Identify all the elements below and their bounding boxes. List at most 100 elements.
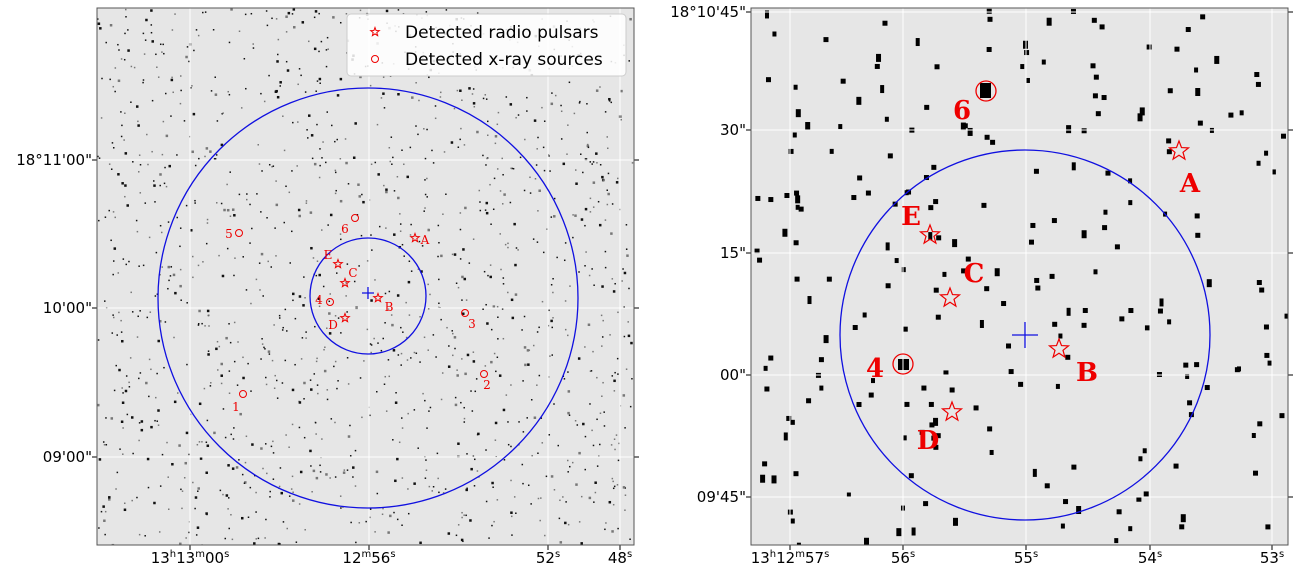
noise-pixel [275, 180, 277, 182]
noise-pixel [604, 425, 606, 427]
noise-pixel [485, 449, 487, 451]
noise-pixel [507, 421, 509, 423]
noise-pixel [1207, 279, 1212, 287]
noise-pixel [402, 427, 404, 429]
noise-pixel [155, 295, 157, 297]
noise-pixel [210, 385, 212, 387]
noise-pixel [482, 155, 484, 157]
noise-pixel [1066, 125, 1071, 133]
noise-pixel [327, 224, 329, 226]
noise-pixel [207, 353, 210, 356]
noise-pixel [473, 238, 475, 240]
pulsar-label: C [964, 259, 985, 289]
noise-pixel [512, 317, 515, 320]
noise-pixel [208, 350, 210, 352]
noise-pixel [438, 242, 440, 244]
noise-pixel [1147, 45, 1152, 50]
noise-pixel [197, 444, 199, 446]
noise-pixel [513, 168, 515, 170]
noise-pixel [121, 125, 123, 127]
noise-pixel [118, 80, 121, 83]
noise-pixel [604, 529, 606, 531]
noise-pixel [340, 507, 342, 509]
noise-pixel [414, 352, 416, 354]
noise-pixel [401, 417, 403, 419]
noise-pixel [310, 211, 313, 214]
noise-pixel [385, 191, 388, 194]
noise-pixel [292, 389, 295, 392]
noise-pixel [553, 403, 555, 405]
noise-pixel [414, 409, 416, 411]
noise-pixel [531, 399, 533, 401]
noise-pixel [409, 314, 411, 316]
noise-pixel [620, 119, 622, 121]
noise-pixel [383, 76, 385, 78]
noise-pixel [423, 128, 425, 130]
noise-pixel [468, 87, 471, 90]
noise-pixel [184, 477, 186, 479]
noise-pixel [206, 514, 208, 516]
noise-pixel [163, 121, 165, 123]
noise-pixel [217, 120, 219, 122]
noise-pixel [147, 458, 150, 461]
noise-pixel [373, 338, 375, 340]
noise-pixel [194, 508, 196, 510]
noise-pixel [377, 342, 379, 344]
noise-pixel [319, 82, 321, 84]
noise-pixel [538, 498, 540, 500]
noise-pixel [386, 410, 388, 412]
noise-pixel [329, 301, 331, 303]
noise-pixel [458, 146, 460, 148]
noise-pixel [171, 266, 173, 268]
noise-pixel [984, 286, 989, 291]
noise-pixel [101, 117, 103, 119]
noise-pixel [207, 219, 209, 221]
noise-pixel [764, 366, 768, 371]
noise-pixel [321, 438, 323, 440]
noise-pixel [537, 137, 539, 139]
noise-pixel [200, 457, 203, 460]
noise-pixel [381, 350, 383, 352]
noise-pixel [1157, 372, 1162, 377]
noise-pixel [1102, 225, 1107, 230]
noise-pixel [612, 478, 614, 480]
noise-pixel [137, 121, 139, 123]
noise-pixel [567, 371, 569, 373]
noise-pixel [312, 158, 314, 160]
noise-pixel [188, 61, 190, 63]
noise-pixel [605, 267, 607, 269]
noise-pixel [267, 261, 269, 263]
noise-pixel [513, 223, 516, 226]
noise-pixel [1042, 60, 1046, 65]
noise-pixel [416, 353, 418, 355]
noise-pixel [336, 272, 338, 274]
noise-pixel [211, 90, 213, 92]
noise-pixel [565, 501, 567, 503]
noise-pixel [936, 235, 941, 240]
noise-pixel [145, 382, 148, 385]
noise-pixel [419, 361, 421, 363]
noise-pixel [863, 312, 867, 317]
noise-pixel [560, 541, 563, 544]
noise-pixel [591, 163, 593, 165]
noise-pixel [950, 387, 955, 392]
noise-pixel [572, 462, 574, 464]
noise-pixel [755, 196, 760, 201]
noise-pixel [276, 60, 279, 63]
noise-pixel [115, 488, 117, 490]
noise-pixel [273, 478, 275, 480]
noise-pixel [396, 458, 399, 461]
noise-pixel [567, 335, 569, 337]
noise-pixel [1167, 319, 1171, 324]
noise-pixel [347, 357, 349, 359]
noise-pixel [764, 387, 769, 392]
noise-pixel [1160, 298, 1164, 306]
noise-pixel [459, 139, 461, 141]
noise-pixel [118, 49, 120, 51]
noise-pixel [391, 163, 393, 165]
noise-pixel [988, 17, 993, 22]
noise-pixel [304, 529, 306, 531]
noise-pixel [295, 318, 297, 320]
noise-pixel [381, 97, 383, 99]
noise-pixel [600, 164, 602, 166]
